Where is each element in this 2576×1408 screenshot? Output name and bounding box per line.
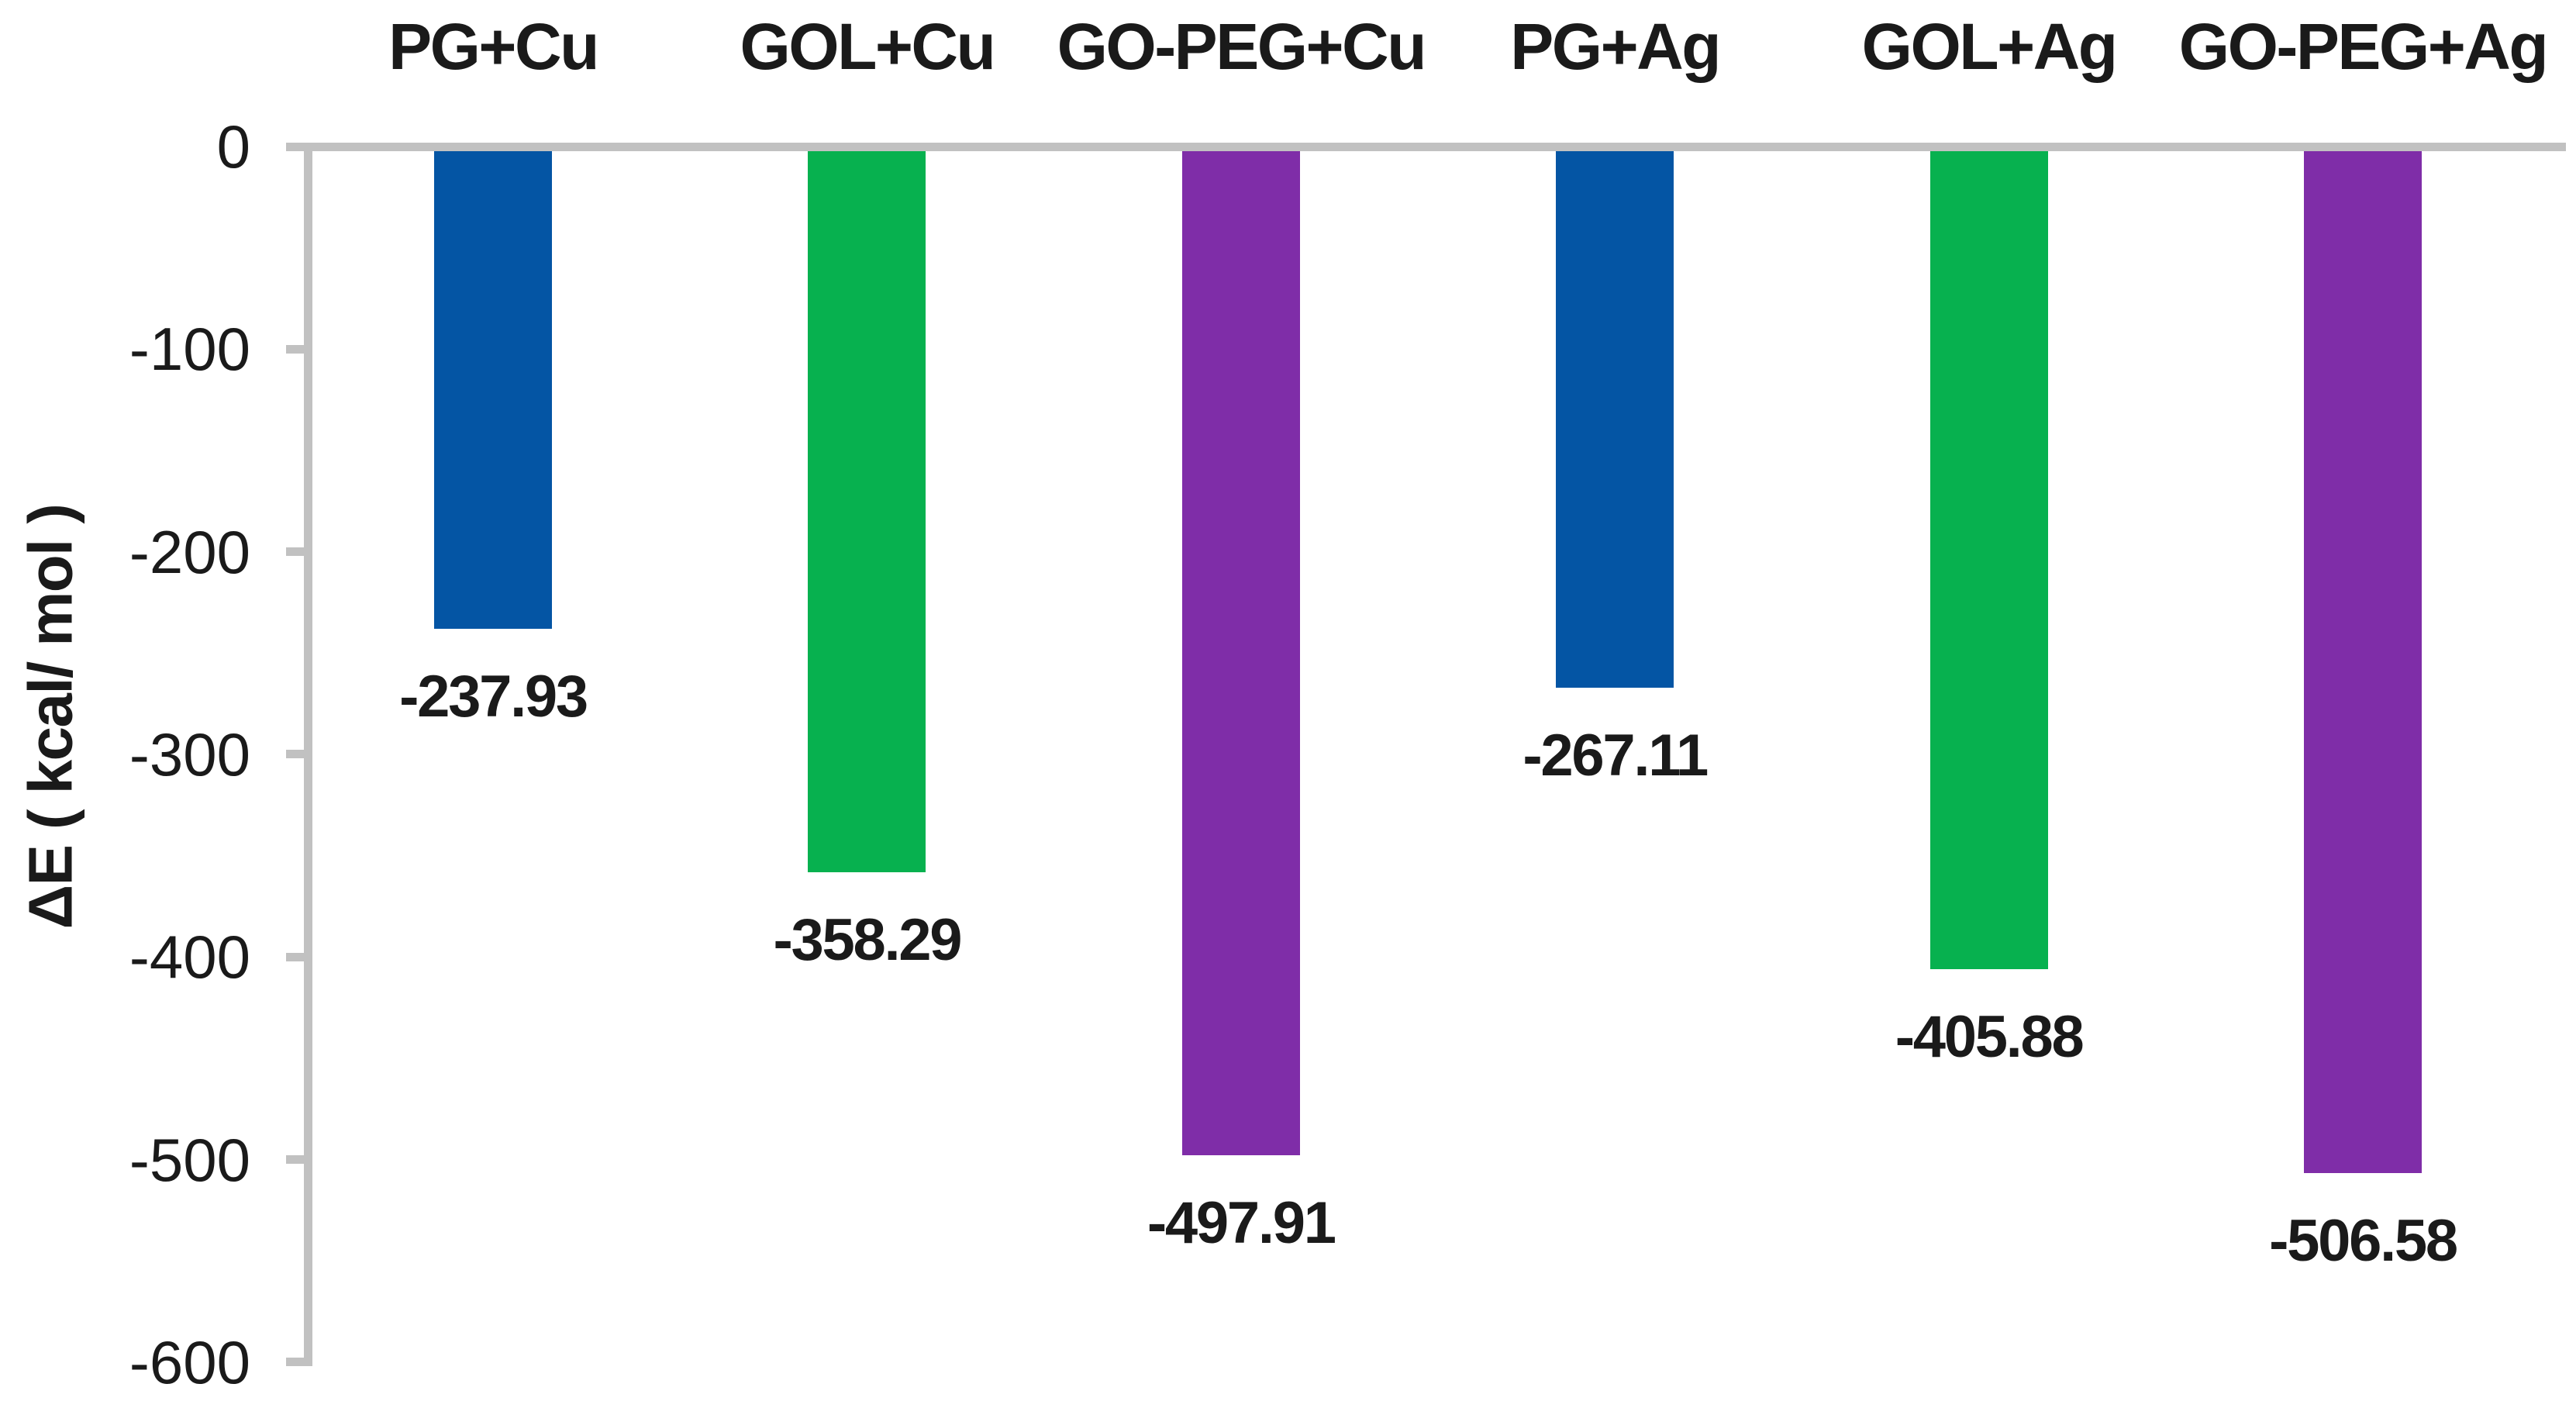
bar-value-label: -358.29 — [773, 907, 962, 974]
y-tick — [286, 547, 304, 557]
y-tick — [286, 750, 304, 759]
y-tick — [286, 1358, 304, 1367]
category-label: GOL+Ag — [1861, 10, 2118, 83]
y-tick-label: -600 — [129, 1327, 250, 1396]
bar-value-label: -237.93 — [399, 663, 588, 730]
bar — [1556, 150, 1674, 688]
y-tick — [286, 344, 304, 354]
zero-baseline — [286, 142, 2566, 151]
bar-value-label: -405.88 — [1895, 1003, 2085, 1070]
category-label: GOL+Cu — [740, 10, 995, 83]
bar-value-label: -267.11 — [1522, 723, 1709, 789]
y-tick-label: -500 — [129, 1125, 250, 1194]
y-tick — [286, 1155, 304, 1165]
bar — [2304, 150, 2422, 1173]
bar-value-label: -506.58 — [2269, 1207, 2458, 1274]
y-tick-label: 0 — [216, 112, 250, 181]
bar-value-label: -497.91 — [1147, 1190, 1336, 1257]
bar — [1181, 150, 1300, 1156]
category-label: PG+Cu — [388, 10, 599, 83]
y-axis-title: ΔE ( kcal/ mol ) — [16, 504, 85, 930]
y-axis-spine — [304, 142, 312, 1367]
y-tick-label: -100 — [129, 315, 250, 384]
bar — [434, 150, 552, 629]
y-tick-label: -200 — [129, 517, 250, 586]
category-label: GO-PEG+Cu — [1057, 10, 1427, 83]
bar — [1929, 150, 2048, 969]
bar — [808, 150, 926, 873]
y-tick-label: -300 — [129, 720, 250, 789]
category-label: GO-PEG+Ag — [2178, 10, 2549, 83]
y-tick — [286, 952, 304, 961]
y-tick-label: -400 — [129, 923, 250, 992]
category-label: PG+Ag — [1510, 10, 1721, 83]
